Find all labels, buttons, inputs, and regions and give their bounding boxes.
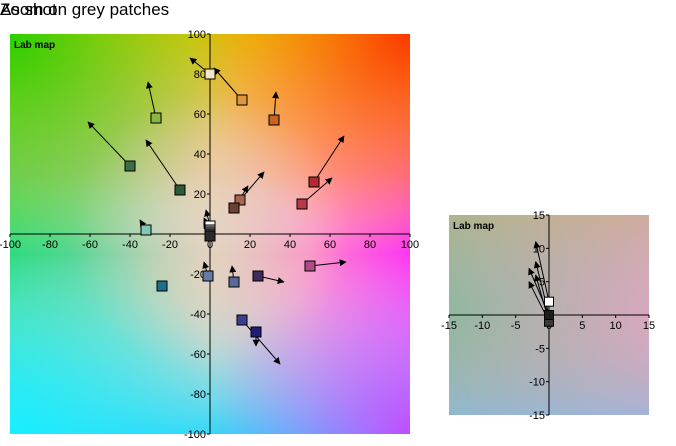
main-color-patch	[234, 194, 246, 206]
main-y-tick-label: 40	[194, 149, 206, 161]
main-color-patch	[236, 94, 248, 106]
zoom-y-tick-label: 5	[539, 277, 545, 289]
main-x-tick-label: 40	[284, 239, 296, 251]
zoom-y-tick-label: -10	[529, 377, 545, 389]
zoom-y-tick-label: 15	[533, 210, 545, 222]
main-y-tick-label: -40	[190, 309, 206, 321]
zoom-color-patch	[544, 310, 554, 320]
zoom-color-patch	[544, 296, 554, 307]
zoom-shift-arrow	[528, 267, 550, 316]
main-y-tick-label: -20	[190, 269, 206, 281]
main-x-tick-label: 80	[364, 239, 376, 251]
main-x-tick-label: -100	[0, 239, 21, 251]
zoom-x-tick-label: -10	[474, 320, 490, 332]
main-shift-arrow	[309, 259, 347, 267]
main-chart-title: As shot	[0, 0, 57, 19]
zoom-x-tick-label: -5	[511, 320, 521, 332]
main-shift-arrow	[241, 319, 281, 365]
zoom-chart-title: Zoom on grey patches	[0, 0, 170, 19]
main-x-tick-label: 20	[244, 239, 256, 251]
zoom-x-tick-label: -15	[441, 320, 457, 332]
zoom-x-tick-label: 5	[579, 320, 585, 332]
main-y-tick-label: 80	[194, 69, 206, 81]
zoom-plot: -15-10-505101515105-5-10-15	[441, 210, 655, 422]
main-color-patch	[236, 314, 248, 326]
main-color-patch	[252, 270, 264, 282]
main-color-patch	[204, 230, 216, 242]
main-color-patch	[228, 276, 240, 288]
zoom-y-tick-label: -15	[529, 410, 545, 422]
main-color-patch	[308, 176, 320, 188]
main-color-patch	[296, 198, 308, 210]
main-y-tick-label: -100	[184, 429, 206, 441]
main-color-patch	[156, 280, 168, 292]
main-x-tick-label: 100	[401, 239, 419, 251]
main-color-patch	[202, 270, 214, 282]
main-color-patch	[150, 112, 162, 124]
zoom-x-tick-label: 10	[610, 320, 622, 332]
main-color-patch	[250, 326, 262, 338]
main-y-tick-label: 20	[194, 189, 206, 201]
main-x-tick-label: -80	[42, 239, 58, 251]
main-y-tick-label: 60	[194, 109, 206, 121]
main-shift-arrow	[313, 135, 345, 183]
main-x-tick-label: -40	[122, 239, 138, 251]
zoom-x-tick-label: 15	[643, 320, 655, 332]
main-color-patch	[174, 184, 186, 196]
main-color-patch	[124, 160, 136, 172]
main-shift-arrow	[145, 81, 157, 119]
zoom-map-label: Lab map	[453, 221, 494, 232]
main-shift-arrow	[87, 121, 131, 167]
main-y-tick-label: 100	[188, 29, 206, 41]
main-map-label: Lab map	[14, 40, 55, 51]
zoom-shift-arrow	[533, 240, 550, 302]
main-color-patch	[204, 68, 216, 80]
main-color-patch	[228, 202, 240, 214]
zoom-y-tick-label: -5	[535, 343, 545, 355]
main-plot: -100 -80 -60 -40 -20 0 20 40 60 80 100 100 80 60 40 20 -…	[0, 29, 419, 441]
main-x-tick-label: -60	[82, 239, 98, 251]
main-shift-arrow	[145, 139, 181, 191]
main-x-tick-label: -20	[162, 239, 178, 251]
main-y-tick-label: -60	[190, 349, 206, 361]
main-x-tick-label: 60	[324, 239, 336, 251]
main-color-patch	[140, 224, 152, 236]
main-x-tick-label: 0	[207, 239, 213, 251]
main-color-patch	[304, 260, 316, 272]
zoom-y-tick-label: 10	[533, 243, 545, 255]
main-color-patch	[268, 114, 280, 126]
main-y-tick-label: -80	[190, 389, 206, 401]
